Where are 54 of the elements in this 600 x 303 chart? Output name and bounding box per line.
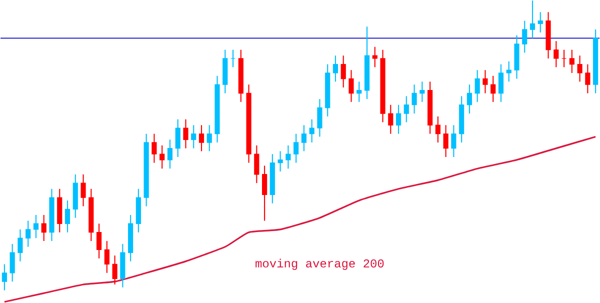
candlestick [198, 124, 204, 152]
candlestick [2, 264, 7, 291]
candlestick [64, 200, 70, 234]
candlestick [152, 133, 157, 164]
candlestick [96, 223, 102, 260]
candlestick [482, 70, 488, 94]
candlestick [435, 116, 440, 144]
candlestick [317, 98, 322, 138]
candlestick [388, 104, 394, 135]
candlestick [278, 150, 283, 172]
candlestick [340, 55, 346, 88]
candlestick [585, 64, 590, 94]
candlestick [167, 139, 173, 170]
candlestick [577, 55, 582, 82]
candlestick [254, 145, 260, 184]
candlestick [262, 165, 268, 222]
candlestick [183, 118, 188, 149]
candlestick [554, 40, 559, 68]
candlestick [104, 240, 110, 274]
text: moving average 200 [256, 258, 384, 270]
candlestick [372, 46, 378, 68]
candlestick [490, 75, 496, 103]
candlestick [466, 84, 472, 114]
candlestick [530, 0, 536, 39]
candlestick [412, 84, 417, 114]
candlestick [420, 81, 425, 103]
candlestick [451, 124, 456, 158]
candlestick [348, 70, 354, 103]
candlestick [18, 229, 23, 262]
candlestick [175, 118, 180, 158]
candlestick [332, 55, 338, 82]
candlestick [443, 124, 448, 158]
candlestick [26, 220, 31, 248]
candlestick [309, 118, 314, 144]
candlestick [80, 174, 86, 207]
candlestick [522, 20, 528, 54]
candlestick [498, 64, 504, 103]
candlestick [160, 145, 165, 170]
candlestick [396, 104, 402, 135]
candlestick [33, 214, 39, 239]
candlestick [569, 49, 574, 74]
candlestick [356, 81, 362, 103]
candlestick [506, 61, 512, 82]
candlestick [206, 124, 212, 152]
candlestick [294, 133, 299, 164]
candlestick [286, 145, 291, 170]
candlestick [404, 96, 409, 123]
candlestick [538, 12, 543, 34]
candlestick [10, 244, 15, 282]
candlestick [474, 70, 480, 103]
candlestick [41, 214, 46, 242]
candlestick [191, 124, 196, 149]
candlestick [301, 124, 306, 152]
candlestick [112, 255, 118, 286]
